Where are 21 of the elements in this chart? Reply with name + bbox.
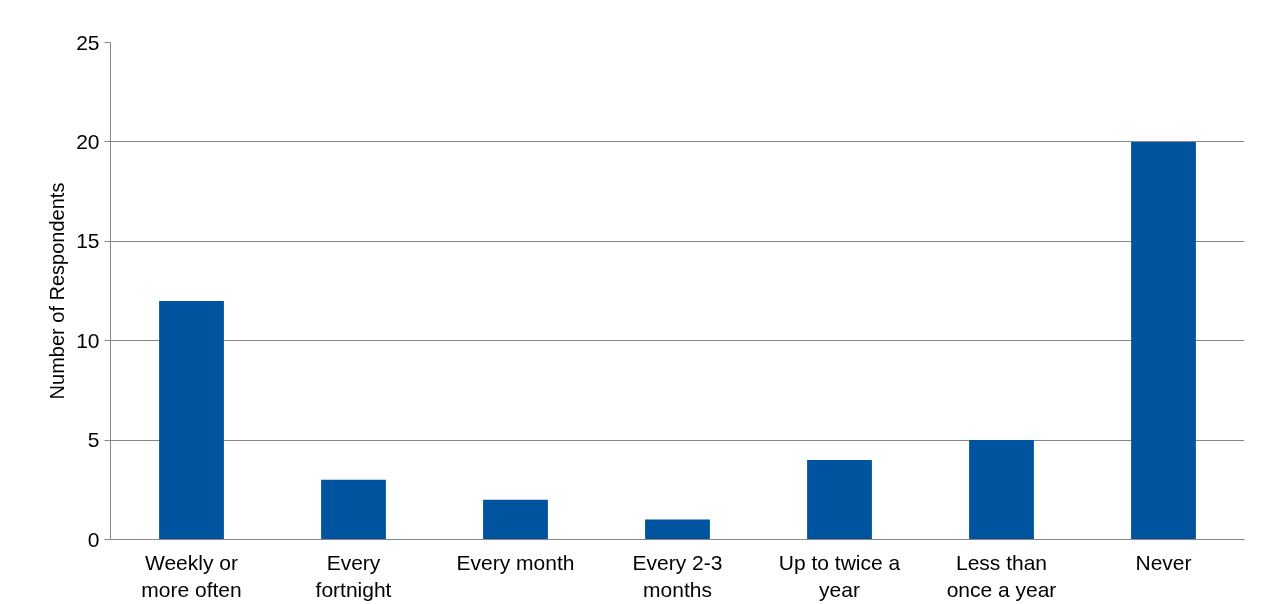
x-tick-label: Up to twice a year xyxy=(778,550,901,602)
x-tick-label: Every fortnight xyxy=(315,550,392,602)
y-tick-label: 15 xyxy=(76,229,100,253)
y-tick-label: 5 xyxy=(87,428,100,452)
bar xyxy=(483,499,548,540)
x-tick-label: Weekly or more often xyxy=(141,550,242,602)
y-axis-title: Number of Respondents xyxy=(46,182,69,400)
x-tick-label: Every 2-3 months xyxy=(632,550,723,602)
bar xyxy=(645,519,710,540)
bar xyxy=(969,440,1034,540)
x-tick-label: Less than once a year xyxy=(946,550,1057,602)
bar xyxy=(807,459,872,540)
bar xyxy=(159,300,224,540)
x-tick-label: Never xyxy=(1135,550,1192,574)
bar xyxy=(321,479,386,540)
x-tick-label: Every month xyxy=(456,550,575,574)
bar xyxy=(1131,141,1196,540)
y-tick-label: 0 xyxy=(87,527,100,551)
y-tick-label: 20 xyxy=(76,129,100,153)
y-tick-label: 10 xyxy=(76,328,100,352)
y-tick-label: 25 xyxy=(76,30,100,54)
